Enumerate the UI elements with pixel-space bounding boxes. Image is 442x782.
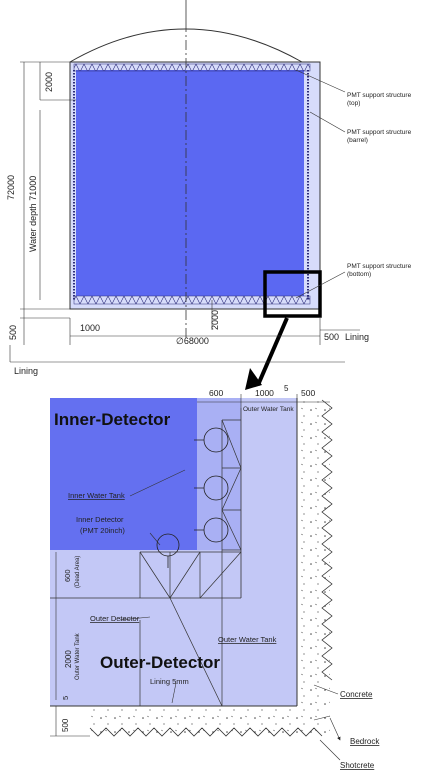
lining-5mm-label: Lining 5mm xyxy=(150,677,189,686)
top-labels: 2000 72000 Water depth 71000 500 1000 20… xyxy=(6,72,412,376)
concrete-label: Concrete xyxy=(340,690,373,699)
detail-dim-500-left: 500 xyxy=(61,718,70,732)
shotcrete-label: Shotcrete xyxy=(340,761,375,770)
concrete-region xyxy=(90,398,330,736)
pmt-bulbs xyxy=(156,427,229,568)
inner-detector-sub: (PMT 20inch) xyxy=(80,526,125,535)
outer-detector-label: Outer Detector xyxy=(90,614,140,623)
pmt-bottom-sub: (bottom) xyxy=(347,271,371,278)
detail-highlight-box xyxy=(263,270,322,318)
pmt-top-sub: (top) xyxy=(347,100,360,107)
outer-water-tank-top: Outer Water Tank xyxy=(243,406,294,413)
detail-section xyxy=(50,394,341,761)
detail-dim-2000-side: 2000 xyxy=(64,650,73,668)
inner-detector-region xyxy=(50,398,197,550)
detail-dim-1000: 1000 xyxy=(255,388,274,398)
outer-water-tank-mid: Outer Water Tank xyxy=(218,635,277,644)
pmt-top-label: PMT support structure xyxy=(347,92,412,99)
dim-diameter: ∅68000 xyxy=(176,336,209,346)
tank-cross-section xyxy=(69,0,322,390)
pmt-support-frame xyxy=(139,419,242,707)
pmt-barrel-label: PMT support structure xyxy=(347,129,412,136)
inner-detector-label: Inner Detector xyxy=(76,515,124,524)
dead-area-dim: 600 xyxy=(63,569,72,582)
inner-detector-volume xyxy=(76,70,304,296)
dim-500-left: 500 xyxy=(8,325,18,340)
pmt-barrel-sub: (barrel) xyxy=(347,137,368,144)
pmt-support-bottom xyxy=(73,295,311,305)
dim-500-right: 500 xyxy=(324,332,339,342)
pmt-bottom-label: PMT support structure xyxy=(347,263,412,270)
lining-bottom-label: Lining xyxy=(14,366,38,376)
dim-2000-inner: 2000 xyxy=(210,310,220,330)
detail-labels: 600 1000 5 500 Outer Water Tank Inner-De… xyxy=(54,384,380,770)
detail-dim-500-top: 500 xyxy=(301,388,315,398)
outer-water-tank-side: Outer Water Tank xyxy=(75,632,81,680)
top-dimensions xyxy=(9,61,360,363)
detail-dim-5-top: 5 xyxy=(284,384,289,393)
outer-detector-title: Outer-Detector xyxy=(100,653,220,672)
dim-2000-top: 2000 xyxy=(44,72,54,92)
inner-detector-title: Inner-Detector xyxy=(54,410,171,429)
dim-1000-bottom: 1000 xyxy=(80,323,100,333)
inner-water-tank-label: Inner Water Tank xyxy=(68,491,125,500)
dead-area-label: (Dead Area) xyxy=(75,556,81,588)
tank-dome xyxy=(69,28,303,63)
dim-72000: 72000 xyxy=(6,175,16,200)
detail-dimensions xyxy=(50,394,330,737)
bedrock-label: Bedrock xyxy=(350,737,380,746)
dim-water-depth: Water depth 71000 xyxy=(28,176,38,252)
lining-right-label: Lining xyxy=(345,332,369,342)
detail-dim-600: 600 xyxy=(209,388,223,398)
detail-dim-5-left: 5 xyxy=(61,696,70,700)
pmt-support-top xyxy=(73,63,311,72)
detail-arrow xyxy=(245,368,262,390)
bedrock-edge xyxy=(321,399,333,681)
